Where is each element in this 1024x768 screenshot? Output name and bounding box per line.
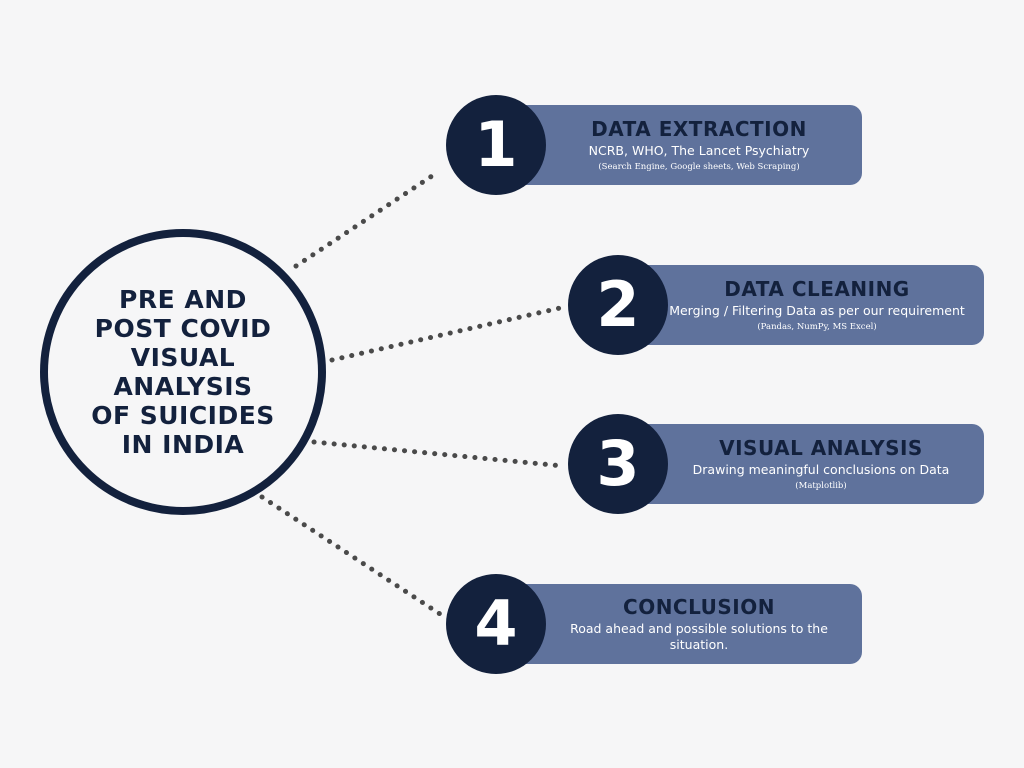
step-1-number-badge: 1 <box>446 95 546 195</box>
connector-step-2 <box>329 305 563 363</box>
step-2-title: DATA CLEANING <box>724 277 910 301</box>
step-1-card: DATA EXTRACTION NCRB, WHO, The Lancet Ps… <box>500 105 862 185</box>
step-1-tools: (Search Engine, Google sheets, Web Scrap… <box>598 162 800 172</box>
step-4: CONCLUSION Road ahead and possible solut… <box>446 574 862 674</box>
step-4-title: CONCLUSION <box>623 595 775 619</box>
step-3: VISUAL ANALYSIS Drawing meaningful concl… <box>568 414 984 514</box>
step-2-tools: (Pandas, NumPy, MS Excel) <box>757 322 877 332</box>
hub-circle: PRE AND POST COVID VISUAL ANALYSIS OF SU… <box>40 229 326 515</box>
step-1-title: DATA EXTRACTION <box>591 117 807 141</box>
step-2-number-badge: 2 <box>568 255 668 355</box>
step-1-description: NCRB, WHO, The Lancet Psychiatry <box>588 143 810 158</box>
step-3-card: VISUAL ANALYSIS Drawing meaningful concl… <box>622 424 984 504</box>
step-3-title: VISUAL ANALYSIS <box>719 436 923 460</box>
step-2-description: Merging / Filtering Data as per our requ… <box>669 303 965 318</box>
step-4-number-badge: 4 <box>446 574 546 674</box>
step-3-number-badge: 3 <box>568 414 668 514</box>
step-1: DATA EXTRACTION NCRB, WHO, The Lancet Ps… <box>446 95 862 195</box>
connector-step-1 <box>293 169 441 269</box>
step-2: DATA CLEANING Merging / Filtering Data a… <box>568 255 984 355</box>
step-3-tools: (Matplotlib) <box>795 481 847 491</box>
step-2-card: DATA CLEANING Merging / Filtering Data a… <box>622 265 984 345</box>
connector-step-4 <box>259 494 443 617</box>
step-4-card: CONCLUSION Road ahead and possible solut… <box>500 584 862 664</box>
hub-title: PRE AND POST COVID VISUAL ANALYSIS OF SU… <box>91 285 275 459</box>
connector-step-3 <box>311 439 566 469</box>
step-3-description: Drawing meaningful conclusions on Data <box>692 462 950 477</box>
step-4-description: Road ahead and possible solutions to the… <box>570 621 828 652</box>
